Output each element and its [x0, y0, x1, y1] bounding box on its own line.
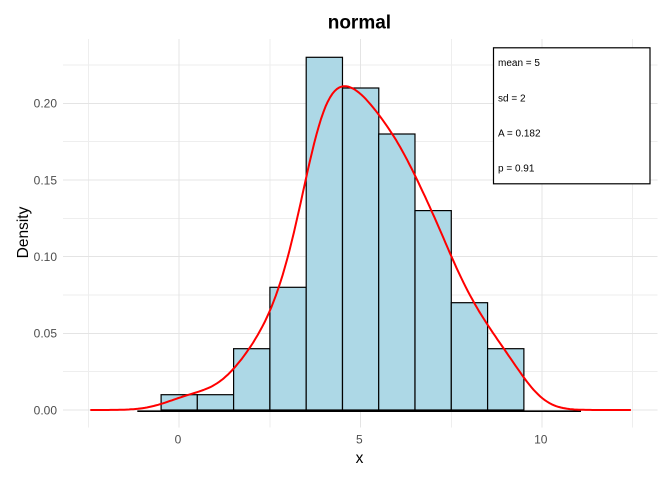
- svg-text:0: 0: [175, 433, 182, 447]
- svg-text:sd = 2: sd = 2: [498, 93, 526, 104]
- svg-text:0.00: 0.00: [34, 403, 58, 417]
- svg-text:A = 0.182: A = 0.182: [498, 129, 541, 140]
- svg-text:mean = 5: mean = 5: [498, 58, 540, 69]
- svg-text:normal: normal: [328, 12, 391, 33]
- svg-text:p = 0.91: p = 0.91: [498, 164, 535, 175]
- svg-text:Density: Density: [15, 206, 32, 258]
- svg-text:0.20: 0.20: [34, 97, 58, 111]
- svg-text:x: x: [356, 450, 364, 467]
- svg-text:0.10: 0.10: [34, 250, 58, 264]
- svg-text:5: 5: [356, 433, 363, 447]
- svg-text:0.15: 0.15: [34, 173, 58, 187]
- svg-text:10: 10: [534, 433, 548, 447]
- svg-text:0.05: 0.05: [34, 327, 58, 341]
